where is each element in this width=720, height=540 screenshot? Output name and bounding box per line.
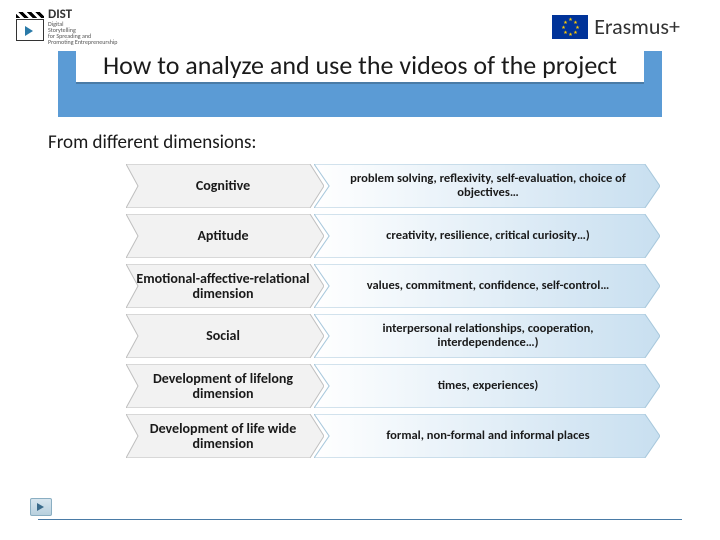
footer-divider [38, 519, 682, 520]
page-title: How to analyze and use the videos of the… [76, 47, 644, 84]
dist-logo: DIST Digital Storytelling for Spreading … [16, 8, 117, 45]
dimension-desc: times, experiences) [314, 364, 660, 408]
dimension-label: Cognitive [126, 164, 324, 208]
title-block: How to analyze and use the videos of the… [58, 51, 662, 117]
dimension-row: Cognitive problem solving, reflexivity, … [126, 164, 660, 208]
footer-play-icon [30, 498, 52, 516]
dist-sub: Promoting Entrepreneurship [48, 39, 117, 45]
dimension-label: Social [126, 314, 324, 358]
dimension-rows: Cognitive problem solving, reflexivity, … [0, 164, 720, 458]
dimension-row: Development of lifelong dimension times,… [126, 364, 660, 408]
dimension-desc: problem solving, reflexivity, self-evalu… [314, 164, 660, 208]
erasmus-text: Erasmus+ [594, 13, 680, 40]
dimension-desc: formal, non-formal and informal places [314, 414, 660, 458]
dimension-label: Aptitude [126, 214, 324, 258]
dimension-row: Development of life wide dimension forma… [126, 414, 660, 458]
erasmus-logo: ★★ ★★ ★★ ★★ Erasmus+ [552, 13, 680, 40]
dimension-row: Emotional-affective-relational dimension… [126, 264, 660, 308]
dimension-row: Social interpersonal relationships, coop… [126, 314, 660, 358]
header-logos: DIST Digital Storytelling for Spreading … [0, 0, 720, 49]
play-icon [16, 19, 44, 41]
dimension-label: Development of life wide dimension [126, 414, 324, 458]
dimension-label: Emotional-affective-relational dimension [126, 264, 324, 308]
eu-flag-icon: ★★ ★★ ★★ ★★ [552, 15, 588, 39]
dimension-row: Aptitude creativity, resilience, critica… [126, 214, 660, 258]
subtitle: From different dimensions: [48, 131, 720, 154]
clapper-icon [16, 12, 44, 18]
dimension-desc: interpersonal relationships, cooperation… [314, 314, 660, 358]
dimension-desc: creativity, resilience, critical curiosi… [314, 214, 660, 258]
dimension-label: Development of lifelong dimension [126, 364, 324, 408]
dimension-desc: values, commitment, confidence, self-con… [314, 264, 660, 308]
